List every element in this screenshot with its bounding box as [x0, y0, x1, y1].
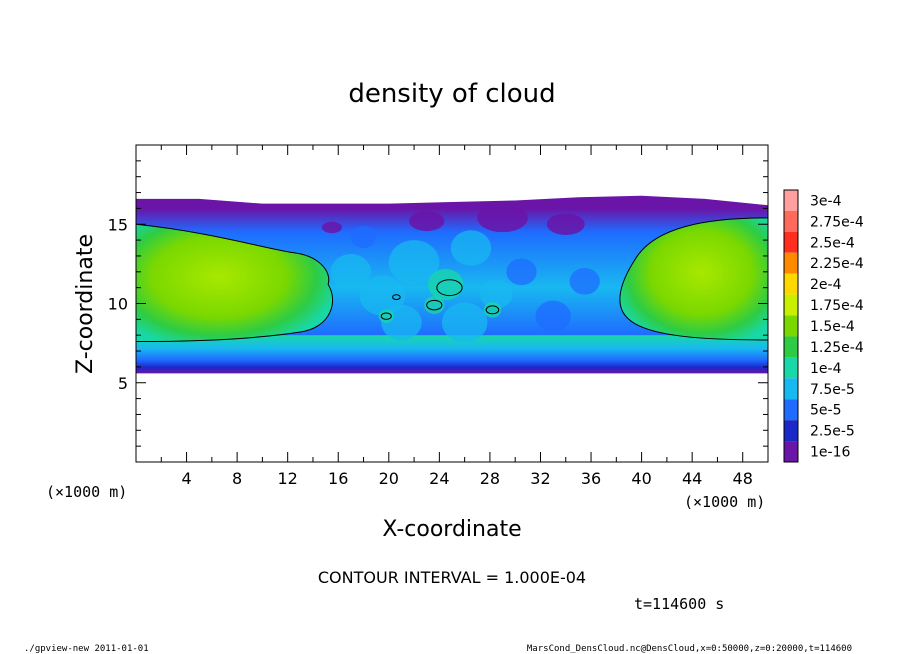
- colorbar-swatch: [784, 420, 798, 442]
- colorbar-swatch: [784, 315, 798, 337]
- low-density-pocket-3: [321, 221, 343, 234]
- x-axis-ticks: 4 8 12 16 20 24 28 32 36 40 44 48: [160, 145, 753, 488]
- colorbar-label: 1.25e-4: [810, 340, 864, 356]
- x-tick-label: 20: [379, 469, 399, 488]
- colorbar-swatch: [784, 336, 798, 358]
- colorbar-frame: [783, 189, 799, 463]
- contour-line-left: [136, 223, 333, 343]
- footer-right: MarsCond_DensCloud.nc@DensCloud,x=0:5000…: [527, 644, 852, 654]
- colorbar-label: 2e-4: [810, 277, 842, 293]
- turbulence-patch-10: [569, 267, 600, 295]
- colorbar-swatch: [784, 210, 798, 232]
- contour-interval-text: CONTOUR INTERVAL = 1.000E-04: [318, 568, 586, 587]
- colorbar-label: 1.5e-4: [810, 319, 855, 335]
- turbulence-patch-5: [479, 279, 513, 309]
- high-density-region-left: [136, 224, 333, 342]
- contour-loop-2: [485, 305, 500, 315]
- colorbar-swatch: [784, 441, 798, 462]
- x-tick-label: 32: [530, 469, 550, 488]
- colorbar-label: 2.75e-4: [810, 214, 864, 230]
- turbulence-patch-8: [441, 302, 488, 343]
- low-density-pocket-0: [409, 211, 445, 232]
- turbulence-patch-4: [450, 230, 492, 266]
- low-density-pocket-1: [477, 203, 528, 233]
- x-tick-label: 8: [232, 469, 242, 488]
- colorbar-swatch: [784, 294, 798, 316]
- turbulence-patch-14: [378, 309, 394, 323]
- contour-line-right: [619, 217, 768, 341]
- colorbar-swatch: [784, 231, 798, 253]
- turbulence-patch-13: [483, 302, 502, 318]
- turbulence-patch-3: [427, 268, 464, 301]
- z-tick-label: 5: [118, 374, 128, 393]
- contour-loop-3: [380, 312, 392, 320]
- x-tick-label: 28: [480, 469, 500, 488]
- low-density-pocket-2: [546, 213, 585, 235]
- colorbar-label: 1.75e-4: [810, 298, 864, 314]
- z-axis-label: Z-coordinate: [73, 234, 98, 374]
- cloud-base-band: [136, 335, 768, 374]
- colorbar-label: 2.25e-4: [810, 256, 864, 272]
- time-label: t=114600 s: [634, 595, 724, 613]
- x-tick-label: 48: [733, 469, 753, 488]
- turbulence-patch-0: [330, 254, 372, 290]
- x-axis-label: X-coordinate: [382, 517, 521, 542]
- x-tick-label: 4: [181, 469, 191, 488]
- colorbar-label: 1e-4: [810, 361, 842, 377]
- turbulence-patch-9: [535, 300, 571, 332]
- colorbar-swatch: [784, 357, 798, 379]
- high-density-region-right: [619, 217, 768, 340]
- colorbar-label: 1e-16: [810, 445, 850, 461]
- turbulence-patch-6: [506, 258, 537, 286]
- cloud-density-field: [136, 195, 768, 374]
- turbulence-patch-2: [388, 240, 440, 285]
- x-tick-label: 36: [581, 469, 601, 488]
- x-tick-label: 40: [631, 469, 651, 488]
- contour-loop-4: [392, 294, 401, 301]
- z-unit-label: (×1000 m): [46, 483, 127, 501]
- x-tick-label: 24: [429, 469, 449, 488]
- x-unit-label: (×1000 m): [684, 493, 765, 511]
- colorbar-label: 2.5e-5: [810, 424, 855, 440]
- x-tick-label: 44: [682, 469, 702, 488]
- contour-loop-1: [426, 299, 443, 311]
- colorbar-swatch: [784, 273, 798, 295]
- contour-loop-0: [436, 279, 463, 297]
- colorbar-label: 7.5e-5: [810, 382, 855, 398]
- colorbar-swatch: [784, 378, 798, 400]
- turbulence-patch-11: [350, 225, 377, 249]
- colorbar-label: 3e-4: [810, 193, 842, 209]
- colorbar: 3e-4 2.75e-4 2.5e-4 2.25e-4 2e-4 1.75e-4 1.5e-…: [783, 189, 864, 463]
- z-axis-ticks: 5 10 15: [108, 160, 768, 447]
- colorbar-swatch: [784, 399, 798, 421]
- z-tick-label: 10: [108, 295, 128, 314]
- x-tick-label: 16: [328, 469, 348, 488]
- z-tick-label: 15: [108, 215, 128, 234]
- colorbar-label: 5e-5: [810, 403, 841, 419]
- footer-left: ./gpview-new 2011-01-01: [24, 644, 149, 654]
- colorbar-swatch: [784, 252, 798, 274]
- chart-title: density of cloud: [348, 79, 555, 109]
- colorbar-swatch: [784, 190, 798, 211]
- colorbar-label: 2.5e-4: [810, 235, 855, 251]
- turbulence-patch-1: [359, 275, 406, 316]
- x-tick-label: 12: [278, 469, 298, 488]
- turbulence-patch-12: [424, 296, 445, 314]
